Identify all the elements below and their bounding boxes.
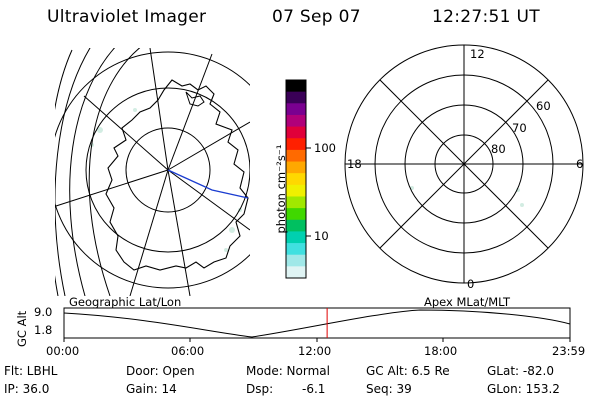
colorbar-cell xyxy=(286,254,306,267)
colorbar-label: photon cm⁻²s⁻¹ xyxy=(274,144,288,234)
altitude-timeline xyxy=(63,307,571,342)
colorbar-cell xyxy=(286,103,306,116)
timeline-xtick-0600: 06:00 xyxy=(171,344,205,358)
timeline-xtick-1800: 18:00 xyxy=(424,344,458,358)
timeline-ytick-top: 9.0 xyxy=(34,305,53,319)
colorbar-cell xyxy=(286,161,306,174)
info-ip: IP: 36.0 xyxy=(4,382,50,396)
timeline-xtick-2359: 23:59 xyxy=(552,344,586,358)
info-glat: GLat: -82.0 xyxy=(487,364,554,378)
colorbar-cell xyxy=(286,138,306,151)
mlt-label-6: 6 xyxy=(576,157,584,171)
info-glon: GLon: 153.2 xyxy=(487,382,560,396)
info-seq: Seq: 39 xyxy=(366,382,412,396)
colorbar-cell xyxy=(286,243,306,256)
info-gcalt: GC Alt: 6.5 Re xyxy=(366,364,450,378)
colorbar-cell xyxy=(286,196,306,209)
colorbar-cell xyxy=(286,114,306,128)
info-mode: Mode: Normal xyxy=(246,364,330,378)
polar-grid xyxy=(344,44,584,284)
colorbar-cell xyxy=(286,91,306,104)
info-door: Door: Open xyxy=(126,364,195,378)
time-label: 12:27:51 UT xyxy=(432,7,540,27)
colorbar-cell xyxy=(286,184,306,197)
apex-caption: Apex MLat/MLT xyxy=(424,295,511,309)
colorbar-cell xyxy=(286,173,306,186)
geographic-map xyxy=(55,48,250,296)
geographic-caption: Geographic Lat/Lon xyxy=(69,295,182,309)
colorbar-cell xyxy=(286,219,306,232)
timeline-ytick-bottom: 1.8 xyxy=(34,323,53,337)
info-gain: Gain: 14 xyxy=(126,382,177,396)
colorbar-cell xyxy=(286,231,306,244)
timeline-xtick-1200: 12:00 xyxy=(298,344,332,358)
colorbar-cell xyxy=(286,149,306,163)
timeline-ylabel: GC Alt xyxy=(15,310,29,347)
info-dsp-label: Dsp: xyxy=(246,382,274,396)
colorbar-cell xyxy=(286,208,306,221)
colorbar-cell xyxy=(286,126,306,139)
mlt-label-0: 0 xyxy=(467,277,475,291)
mlat-label-80: 80 xyxy=(491,142,506,156)
mlt-label-18: 18 xyxy=(347,157,362,171)
instrument-title: Ultraviolet Imager xyxy=(47,7,207,27)
mlat-label-60: 60 xyxy=(536,99,551,113)
colorbar xyxy=(285,79,311,279)
colorbar-cell xyxy=(286,80,306,93)
date-label: 07 Sep 07 xyxy=(272,7,361,27)
mlt-label-12: 12 xyxy=(470,47,485,61)
info-dsp-value: -6.1 xyxy=(302,382,326,396)
info-flt: Flt: LBHL xyxy=(4,364,58,378)
colorbar-cell xyxy=(286,266,306,279)
colorbar-tick-100: 100 xyxy=(314,141,336,155)
mlat-label-70: 70 xyxy=(512,121,527,135)
timeline-xtick-0000: 00:00 xyxy=(46,344,80,358)
colorbar-tick-10: 10 xyxy=(314,229,329,243)
